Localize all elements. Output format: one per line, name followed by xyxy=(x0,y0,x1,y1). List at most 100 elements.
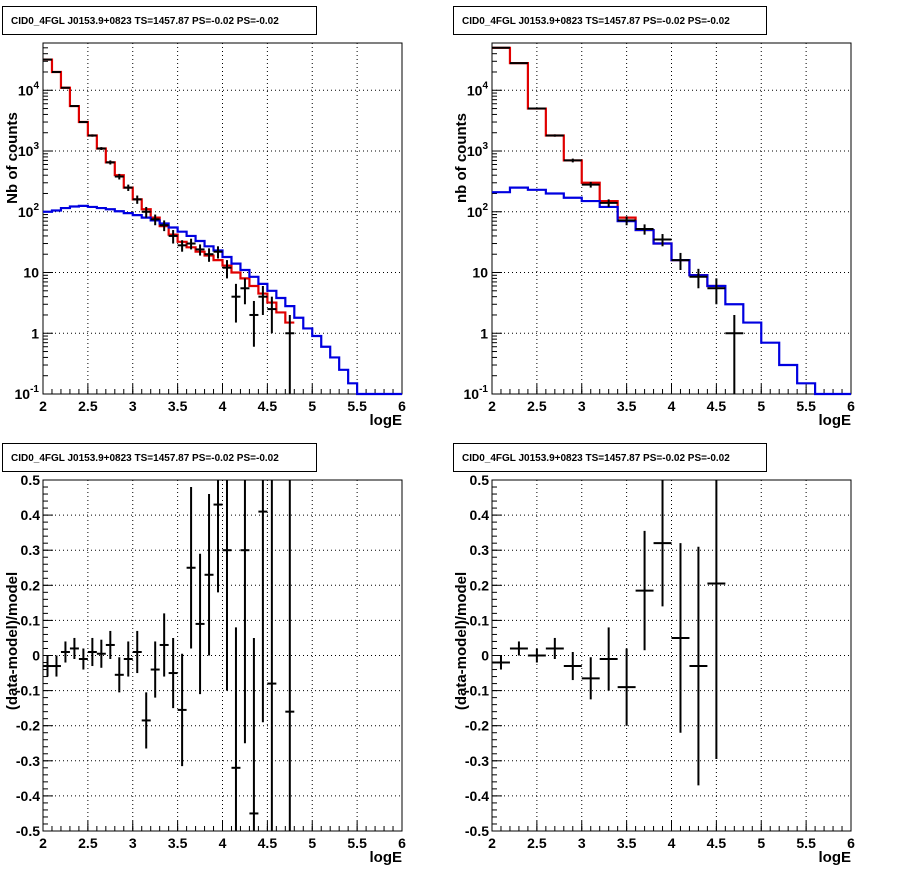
x-tick-label: 4 xyxy=(668,835,676,851)
y-tick-labels: -0.5 -0.4 -0.3 -0.2 -0.1 0 0.1 0.2 0.3 0.4 0.5 xyxy=(465,472,489,839)
data-point xyxy=(653,234,672,247)
x-tick-label: 2 xyxy=(39,835,47,851)
data-point xyxy=(617,648,636,726)
data-point xyxy=(527,107,546,110)
data-point xyxy=(60,86,70,89)
x-axis-title: logE xyxy=(819,849,852,866)
y-tick-label: 1 xyxy=(480,325,488,341)
data-point xyxy=(240,480,250,744)
data-point xyxy=(545,637,564,660)
y-tick-label: 104 xyxy=(18,80,40,98)
x-axis-title: logE xyxy=(370,412,403,429)
x-tick-label: 3 xyxy=(578,398,586,414)
title-frame xyxy=(2,443,317,472)
data-point xyxy=(563,651,582,681)
data-point xyxy=(69,105,79,108)
data-point xyxy=(132,630,142,674)
data-point xyxy=(617,216,636,226)
data-point xyxy=(599,627,618,691)
y-tick-label: 0.4 xyxy=(470,507,490,523)
x-tick-labels: 2 2.5 3 3.5 4 4.5 5 5.5 6 xyxy=(39,835,406,851)
y-tick-label: 10-1 xyxy=(464,384,489,402)
data-point xyxy=(150,641,160,698)
x-tick-label: 2.5 xyxy=(527,398,547,414)
y-tick-label: -0.3 xyxy=(16,753,40,769)
histogram-line-source-model xyxy=(492,186,851,396)
data-point xyxy=(258,285,268,315)
data-point xyxy=(267,296,277,334)
x-tick-labels: 2 2.5 3 3.5 4 4.5 5 5.5 6 xyxy=(39,398,406,414)
x-tick-label: 3.5 xyxy=(617,835,637,851)
data-point xyxy=(96,147,106,150)
chart-title: CID0_4FGL J0153.9+0823 TS=1457.87 PS=-0.… xyxy=(11,16,279,27)
x-tick-label: 5.5 xyxy=(796,398,816,414)
chart-panel-2: 2 2.5 3 3.5 4 4.5 5 5.5 6 10-1 1 10 102 103 104 CID0_4F… xyxy=(453,6,855,429)
y-tick-label: 0.5 xyxy=(21,472,41,488)
data-point xyxy=(707,278,726,305)
y-tick-label: 0.4 xyxy=(21,507,41,523)
data-points xyxy=(43,480,295,831)
x-tick-label: 6 xyxy=(398,835,406,851)
data-point xyxy=(689,546,708,786)
y-tick-labels: 10-1 1 10 102 103 104 xyxy=(464,80,489,402)
y-axis-title: (data-model)/model xyxy=(453,572,470,710)
data-point xyxy=(69,637,79,660)
data-point xyxy=(671,252,690,270)
y-tick-label: 0.1 xyxy=(21,612,41,628)
data-point xyxy=(105,160,115,165)
x-tick-label: 2.5 xyxy=(78,835,98,851)
data-point xyxy=(635,530,654,651)
y-tick-labels: 10-1 1 10 102 103 104 xyxy=(15,80,40,402)
data-point xyxy=(105,630,115,660)
data-point xyxy=(132,195,142,204)
chart-panel-3: 2 2.5 3 3.5 4 4.5 5 5.5 6 -0.5 -0.4 -0.3 -0.2 -0.1 0 0.… xyxy=(2,443,406,866)
data-point xyxy=(186,487,196,649)
data-points xyxy=(492,480,726,786)
x-tick-label: 5 xyxy=(308,398,316,414)
y-tick-label: 0.3 xyxy=(470,542,490,558)
y-tick-label: -0.2 xyxy=(16,718,40,734)
y-tick-label: 103 xyxy=(18,141,40,159)
data-point xyxy=(168,230,178,244)
data-point xyxy=(285,480,295,831)
data-point xyxy=(141,206,151,218)
y-tick-label: 103 xyxy=(467,141,489,159)
y-tick-label: -0.4 xyxy=(465,788,489,804)
chart-title-box: CID0_4FGL J0153.9+0823 TS=1457.87 PS=-0.… xyxy=(2,6,317,35)
data-point xyxy=(78,121,88,124)
chart-title: CID0_4FGL J0153.9+0823 TS=1457.87 PS=-0.… xyxy=(462,453,730,464)
data-point xyxy=(509,641,528,656)
data-point xyxy=(186,238,196,250)
data-point xyxy=(509,62,528,65)
data-point xyxy=(213,246,223,259)
y-tick-label: 0 xyxy=(32,648,40,664)
data-point xyxy=(527,648,546,663)
data-point xyxy=(150,214,160,226)
data-point xyxy=(114,657,124,693)
x-tick-label: 3 xyxy=(578,835,586,851)
data-point xyxy=(51,70,61,73)
x-tick-label: 5.5 xyxy=(347,835,367,851)
data-point xyxy=(725,314,744,394)
histogram-line-total-model xyxy=(43,58,295,324)
data-point xyxy=(60,641,70,663)
data-point xyxy=(267,480,277,831)
y-tick-label: 102 xyxy=(467,202,489,220)
data-point xyxy=(285,314,295,394)
data-point xyxy=(231,283,241,323)
data-point xyxy=(222,260,232,279)
data-point xyxy=(249,637,259,831)
data-point xyxy=(123,184,133,191)
data-point xyxy=(635,224,654,235)
x-tick-label: 6 xyxy=(847,398,855,414)
data-point xyxy=(43,655,52,677)
data-point xyxy=(177,653,187,767)
x-tick-label: 5 xyxy=(757,835,765,851)
chart-title-box: CID0_4FGL J0153.9+0823 TS=1457.87 PS=-0.… xyxy=(2,443,317,472)
x-tick-label: 5.5 xyxy=(796,835,816,851)
y-tick-label: 0.2 xyxy=(21,577,41,593)
data-point xyxy=(96,639,106,668)
x-tick-label: 6 xyxy=(847,835,855,851)
data-point xyxy=(545,134,564,137)
x-tick-labels: 2 2.5 3 3.5 4 4.5 5 5.5 6 xyxy=(488,835,855,851)
